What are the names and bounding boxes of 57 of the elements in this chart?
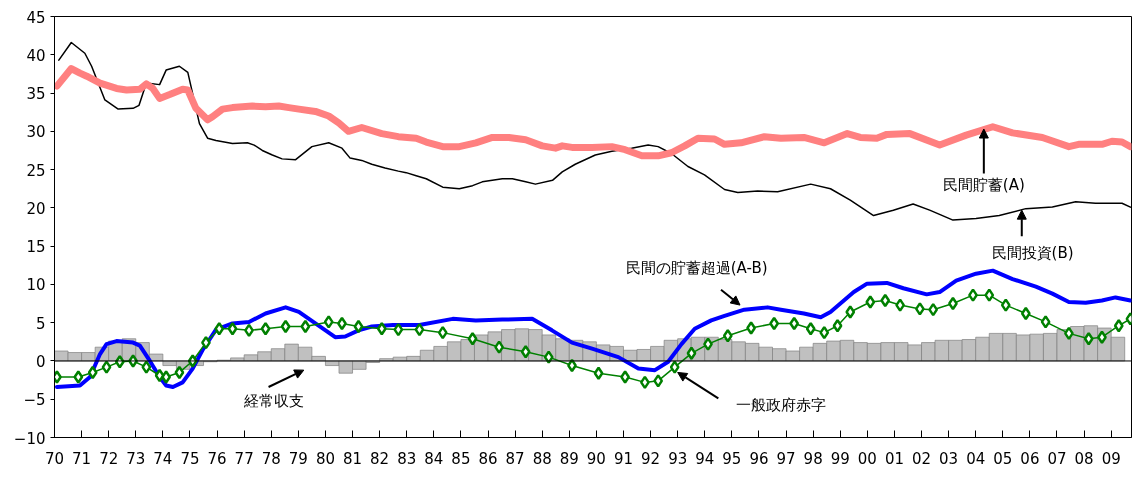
x-tick-label: 95 [722, 449, 742, 468]
x-tick-label: 07 [1047, 449, 1067, 468]
x-tick-label: 76 [207, 449, 227, 468]
x-tick-label: 96 [749, 449, 769, 468]
x-tick-label: 08 [1074, 449, 1094, 468]
y-tick-label: −5 [23, 391, 46, 410]
x-tick-label: 91 [613, 449, 634, 468]
y-tick-label: 5 [35, 314, 46, 333]
x-tick-label: 83 [397, 449, 417, 468]
x-tick-label: 90 [586, 449, 606, 468]
x-tick-label: 97 [776, 449, 796, 468]
x-tick-label: 85 [451, 449, 471, 468]
x-tick-label: 77 [234, 449, 254, 468]
x-tick-label: 09 [1101, 449, 1121, 468]
x-tick-label: 78 [261, 449, 281, 468]
x-tick-label: 81 [342, 449, 363, 468]
y-tick-label: 10 [26, 276, 46, 295]
x-tick-label: 98 [803, 449, 823, 468]
x-tick-label: 89 [559, 449, 579, 468]
x-tick-label: 92 [641, 449, 661, 468]
x-tick-label: 99 [830, 449, 850, 468]
x-tick-label: 84 [424, 449, 444, 468]
x-tick-label: 71 [72, 449, 92, 468]
y-tick-label: 25 [26, 161, 46, 180]
y-tick-label: −10 [13, 429, 46, 448]
x-tick-label: 82 [370, 449, 390, 468]
x-tick-label: 06 [1020, 449, 1040, 468]
x-tick-label: 80 [315, 449, 335, 468]
y-tick-label: 40 [26, 46, 46, 65]
x-tick-label: 02 [911, 449, 932, 468]
y-tick-label: 20 [26, 199, 46, 218]
x-tick-label: 94 [695, 449, 715, 468]
y-tick-label: 0 [35, 352, 46, 371]
annotation: 経常収支 [242, 391, 304, 410]
x-tick-label: 93 [668, 449, 688, 468]
x-tick-label: 01 [884, 449, 904, 468]
annotation: 民間投資(B) [991, 244, 1074, 263]
x-tick-label: 88 [532, 449, 552, 468]
y-tick-label: 15 [26, 238, 46, 257]
x-tick-label: 73 [126, 449, 146, 468]
y-tick-label: 30 [26, 123, 46, 142]
y-tick-label: 45 [26, 8, 46, 27]
x-tick-label: 70 [44, 449, 65, 468]
y-tick-label: 35 [26, 85, 46, 104]
x-tick-label: 03 [939, 449, 959, 468]
x-tick-label: 87 [505, 449, 525, 468]
x-tick-label: 86 [478, 449, 498, 468]
x-tick-label: 00 [857, 449, 877, 468]
x-tick-label: 04 [966, 449, 986, 468]
annotation: 一般政府赤字 [735, 396, 826, 415]
x-tick-label: 74 [153, 449, 173, 468]
x-tick-label: 75 [180, 449, 200, 468]
annotation: 民間の貯蓄超過(A-B) [625, 259, 768, 278]
x-tick-label: 72 [99, 449, 119, 468]
annotation: 民間貯蓄(A) [942, 175, 1025, 194]
x-tick-label: 05 [993, 449, 1013, 468]
x-tick-label: 79 [288, 449, 308, 468]
